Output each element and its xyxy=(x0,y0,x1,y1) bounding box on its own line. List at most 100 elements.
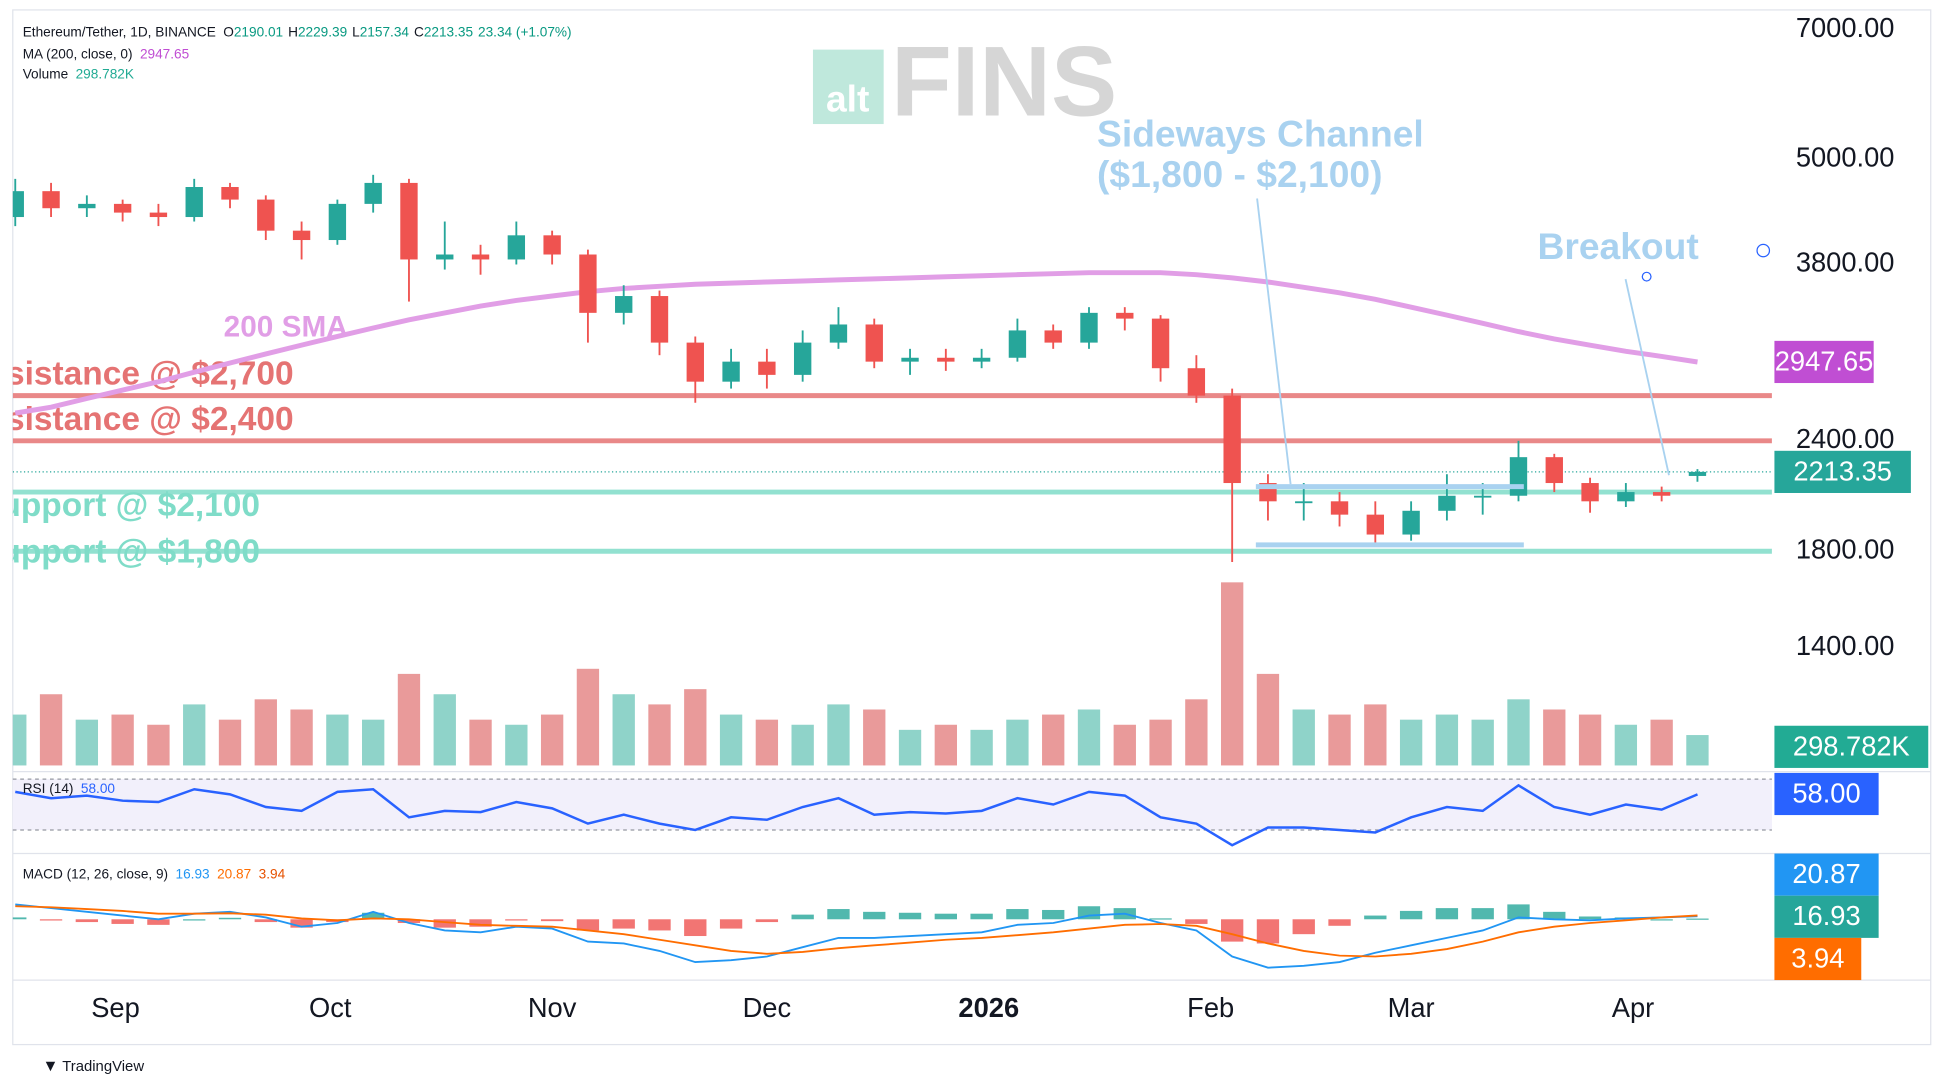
candle-body xyxy=(149,212,168,218)
candle-body xyxy=(829,324,848,343)
volume-bar xyxy=(1006,719,1029,766)
volume-bar xyxy=(648,704,671,766)
annotation: Breakout xyxy=(1537,225,1698,267)
price-badge xyxy=(1774,853,1879,896)
candle-body xyxy=(292,230,311,241)
x-tick-label: Mar xyxy=(1388,992,1435,1023)
candle-body xyxy=(1652,492,1671,496)
macd-hist xyxy=(1292,919,1315,935)
candle-body xyxy=(471,254,490,260)
x-tick-label: Sep xyxy=(91,992,140,1023)
macd-hist xyxy=(1328,919,1351,926)
candle-body xyxy=(901,357,919,362)
volume-bar xyxy=(111,714,134,766)
macd-hist xyxy=(254,919,277,923)
candle-body xyxy=(78,203,96,209)
x-tick-label: Dec xyxy=(743,992,792,1023)
macd-hist xyxy=(1650,919,1673,921)
macd-hist xyxy=(397,919,421,924)
candle-body xyxy=(543,235,561,255)
rsi-value: 58.00 xyxy=(81,781,116,796)
rsi-label: RSI (14) xyxy=(23,781,74,796)
volume-bar xyxy=(1185,699,1208,766)
macd-hist xyxy=(970,913,993,920)
candle-body xyxy=(364,182,382,204)
candle-body xyxy=(1116,312,1134,319)
macd-hist xyxy=(1220,919,1244,942)
macd-hist xyxy=(1042,909,1065,920)
channel-bottom xyxy=(1255,542,1524,548)
macd-hist xyxy=(111,919,134,924)
price-badge xyxy=(1774,895,1879,938)
macd-hist xyxy=(863,911,886,920)
ohlc-key: C xyxy=(414,24,424,39)
volume-bar xyxy=(827,704,850,766)
volume-bar xyxy=(290,709,313,766)
macd-hist xyxy=(39,919,63,921)
macd-line: MACD (12, 26, close, 9) 16.93 20.87 3.94 xyxy=(23,866,286,881)
symbol: Ethereum/Tether, 1D, BINANCE xyxy=(23,24,216,39)
signal-value: 20.87 xyxy=(217,866,251,881)
macd-hist xyxy=(755,919,779,923)
level-label: Support @ $2,100 xyxy=(0,487,260,524)
candle-body xyxy=(1402,510,1420,535)
candle-body xyxy=(1151,318,1170,369)
volume-bar xyxy=(183,704,206,766)
volume-bar xyxy=(1256,673,1280,766)
macd-hist xyxy=(648,919,671,931)
volume-bar xyxy=(75,719,99,766)
macd-hist xyxy=(1149,918,1172,920)
logo-text: FINS xyxy=(891,27,1117,138)
ma-label: MA (200, close, 0) xyxy=(23,46,133,61)
volume-bar xyxy=(147,724,170,766)
volume-bar xyxy=(1507,699,1530,766)
macd-hist xyxy=(147,919,170,925)
price-badge xyxy=(1774,450,1911,493)
candle-body xyxy=(865,324,883,362)
candle-body xyxy=(937,357,955,362)
ohlc-key: L xyxy=(352,24,360,39)
macd-hist xyxy=(1256,919,1280,944)
candle-body xyxy=(12,191,24,218)
x-tick-label: Nov xyxy=(528,992,577,1023)
volume-bar xyxy=(1471,719,1494,766)
sma-line xyxy=(14,270,1698,416)
candle-body xyxy=(793,342,812,375)
candle-body xyxy=(1008,330,1027,358)
candle-body xyxy=(1617,492,1635,502)
volume-bar xyxy=(1149,719,1172,766)
channel-top xyxy=(1255,484,1524,490)
volume-line: Volume 298.782K xyxy=(23,66,134,81)
candle-body xyxy=(1223,395,1241,484)
candle-body xyxy=(185,187,203,218)
candle-body xyxy=(507,235,526,260)
macd-hist xyxy=(898,912,922,920)
volume-bar xyxy=(433,694,456,766)
volume-bar xyxy=(684,689,707,766)
macd-hist xyxy=(433,919,456,928)
volume-bar xyxy=(1077,709,1101,766)
candle-body xyxy=(758,361,776,375)
macd-hist xyxy=(1364,915,1387,920)
volume-bar xyxy=(1220,582,1244,766)
candle-body xyxy=(113,203,132,213)
header-line: Ethereum/Tether, 1D, BINANCE O2190.01 H222… xyxy=(23,24,572,39)
candle-body xyxy=(1688,471,1707,476)
volume-bar xyxy=(326,714,349,766)
volume-bar xyxy=(1328,714,1351,766)
macd-hist xyxy=(1471,908,1494,920)
marker xyxy=(1756,243,1771,258)
ohlc-value: 2190.01 xyxy=(234,24,283,39)
volume-bar xyxy=(970,729,993,766)
candle-body xyxy=(579,254,597,313)
volume-bar xyxy=(362,719,385,766)
macd-hist xyxy=(1399,910,1423,920)
candle-body xyxy=(42,191,60,209)
candle-body xyxy=(686,342,704,382)
price-badge-label: 20.87 xyxy=(1792,858,1860,889)
macd-hist xyxy=(1686,918,1709,920)
ohlc-key: O xyxy=(223,24,234,39)
volume-bar xyxy=(576,668,600,766)
price-badge-label: 16.93 xyxy=(1792,900,1860,931)
